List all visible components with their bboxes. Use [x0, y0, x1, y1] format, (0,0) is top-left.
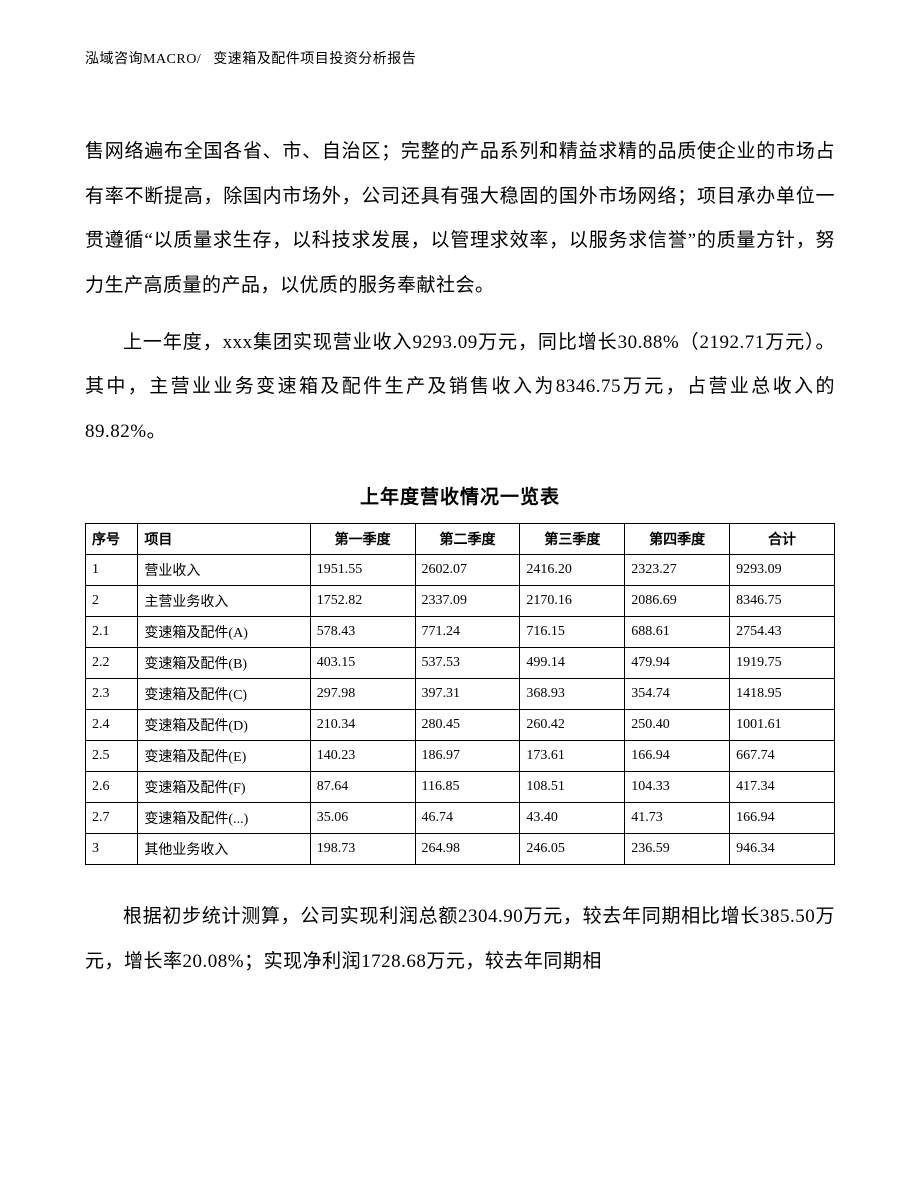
table-cell: 2: [86, 586, 138, 617]
table-cell: 166.94: [625, 741, 730, 772]
table-cell: 2086.69: [625, 586, 730, 617]
table-cell: 3: [86, 834, 138, 865]
header-company: 泓域咨询MACRO/: [85, 52, 201, 67]
table-cell: 499.14: [520, 648, 625, 679]
page-header: 泓域咨询MACRO/ 变速箱及配件项目投资分析报告: [85, 48, 835, 68]
table-row: 2.6变速箱及配件(F)87.64116.85108.51104.33417.3…: [86, 772, 835, 803]
table-cell: 186.97: [415, 741, 520, 772]
table-cell: 250.40: [625, 710, 730, 741]
table-header-row: 序号 项目 第一季度 第二季度 第三季度 第四季度 合计: [86, 524, 835, 555]
table-cell: 2.2: [86, 648, 138, 679]
revenue-table: 序号 项目 第一季度 第二季度 第三季度 第四季度 合计 1营业收入1951.5…: [85, 523, 835, 865]
table-cell: 210.34: [310, 710, 415, 741]
table-cell: 变速箱及配件(B): [138, 648, 310, 679]
table-cell: 108.51: [520, 772, 625, 803]
table-cell: 198.73: [310, 834, 415, 865]
table-cell: 260.42: [520, 710, 625, 741]
paragraph-2: 上一年度，xxx集团实现营业收入9293.09万元，同比增长30.88%（219…: [85, 321, 835, 455]
table-cell: 变速箱及配件(D): [138, 710, 310, 741]
table-cell: 1: [86, 555, 138, 586]
table-cell: 2754.43: [730, 617, 835, 648]
table-cell: 479.94: [625, 648, 730, 679]
table-header-cell: 合计: [730, 524, 835, 555]
table-row: 2.1变速箱及配件(A)578.43771.24716.15688.612754…: [86, 617, 835, 648]
table-title: 上年度营收情况一览表: [85, 482, 835, 509]
table-cell: 2602.07: [415, 555, 520, 586]
table-cell: 688.61: [625, 617, 730, 648]
table-cell: 667.74: [730, 741, 835, 772]
table-cell: 2.1: [86, 617, 138, 648]
table-cell: 46.74: [415, 803, 520, 834]
table-cell: 8346.75: [730, 586, 835, 617]
table-cell: 403.15: [310, 648, 415, 679]
header-doc-title: 变速箱及配件项目投资分析报告: [213, 52, 416, 67]
table-header-cell: 序号: [86, 524, 138, 555]
table-cell: 2.4: [86, 710, 138, 741]
table-header-cell: 第三季度: [520, 524, 625, 555]
table-cell: 87.64: [310, 772, 415, 803]
table-header-cell: 第二季度: [415, 524, 520, 555]
table-cell: 2.3: [86, 679, 138, 710]
table-cell: 140.23: [310, 741, 415, 772]
table-row: 2.2变速箱及配件(B)403.15537.53499.14479.941919…: [86, 648, 835, 679]
table-cell: 1951.55: [310, 555, 415, 586]
table-cell: 变速箱及配件(...): [138, 803, 310, 834]
table-cell: 2170.16: [520, 586, 625, 617]
table-cell: 264.98: [415, 834, 520, 865]
table-cell: 2337.09: [415, 586, 520, 617]
table-cell: 368.93: [520, 679, 625, 710]
table-cell: 2323.27: [625, 555, 730, 586]
table-cell: 2.7: [86, 803, 138, 834]
table-header-cell: 项目: [138, 524, 310, 555]
table-header-cell: 第一季度: [310, 524, 415, 555]
table-cell: 397.31: [415, 679, 520, 710]
table-cell: 1752.82: [310, 586, 415, 617]
table-body: 1营业收入1951.552602.072416.202323.279293.09…: [86, 555, 835, 865]
table-cell: 1001.61: [730, 710, 835, 741]
table-cell: 537.53: [415, 648, 520, 679]
table-cell: 104.33: [625, 772, 730, 803]
table-cell: 主营业务收入: [138, 586, 310, 617]
table-cell: 1919.75: [730, 648, 835, 679]
table-cell: 166.94: [730, 803, 835, 834]
table-cell: 246.05: [520, 834, 625, 865]
table-row: 3其他业务收入198.73264.98246.05236.59946.34: [86, 834, 835, 865]
table-cell: 417.34: [730, 772, 835, 803]
paragraph-1: 售网络遍布全国各省、市、自治区；完整的产品系列和精益求精的品质使企业的市场占有率…: [85, 130, 835, 309]
table-cell: 297.98: [310, 679, 415, 710]
paragraph-3: 根据初步统计测算，公司实现利润总额2304.90万元，较去年同期相比增长385.…: [85, 895, 835, 984]
table-cell: 43.40: [520, 803, 625, 834]
table-cell: 9293.09: [730, 555, 835, 586]
table-row: 2.5变速箱及配件(E)140.23186.97173.61166.94667.…: [86, 741, 835, 772]
table-row: 2.7变速箱及配件(...)35.0646.7443.4041.73166.94: [86, 803, 835, 834]
table-cell: 354.74: [625, 679, 730, 710]
table-cell: 变速箱及配件(C): [138, 679, 310, 710]
table-cell: 41.73: [625, 803, 730, 834]
table-cell: 946.34: [730, 834, 835, 865]
table-cell: 716.15: [520, 617, 625, 648]
table-cell: 578.43: [310, 617, 415, 648]
table-cell: 280.45: [415, 710, 520, 741]
table-row: 2.3变速箱及配件(C)297.98397.31368.93354.741418…: [86, 679, 835, 710]
table-cell: 116.85: [415, 772, 520, 803]
table-cell: 变速箱及配件(E): [138, 741, 310, 772]
table-cell: 变速箱及配件(A): [138, 617, 310, 648]
table-cell: 236.59: [625, 834, 730, 865]
table-cell: 35.06: [310, 803, 415, 834]
table-row: 2主营业务收入1752.822337.092170.162086.698346.…: [86, 586, 835, 617]
table-cell: 变速箱及配件(F): [138, 772, 310, 803]
table-row: 1营业收入1951.552602.072416.202323.279293.09: [86, 555, 835, 586]
table-cell: 2.5: [86, 741, 138, 772]
table-cell: 2.6: [86, 772, 138, 803]
table-cell: 其他业务收入: [138, 834, 310, 865]
table-cell: 173.61: [520, 741, 625, 772]
table-cell: 营业收入: [138, 555, 310, 586]
table-header-cell: 第四季度: [625, 524, 730, 555]
table-row: 2.4变速箱及配件(D)210.34280.45260.42250.401001…: [86, 710, 835, 741]
table-cell: 1418.95: [730, 679, 835, 710]
table-cell: 2416.20: [520, 555, 625, 586]
table-cell: 771.24: [415, 617, 520, 648]
